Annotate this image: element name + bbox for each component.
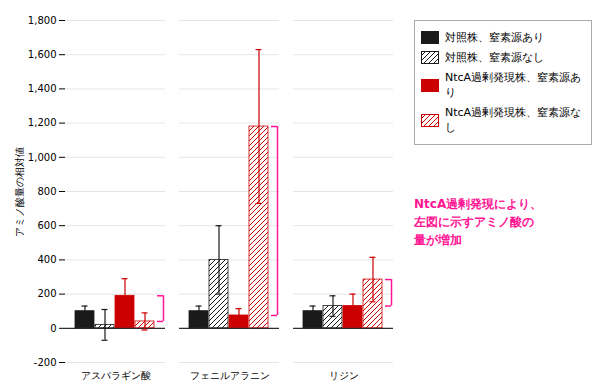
svg-text:600: 600 <box>37 220 56 231</box>
html-text:NtcA過剰発現株、窒素源なし: NtcA過剰発現株、窒素源なし <box>445 106 582 134</box>
html-text:対照株、窒素源なし: 対照株、窒素源なし <box>445 51 544 64</box>
svg-text:1,200: 1,200 <box>28 117 57 128</box>
svg-text:1,800: 1,800 <box>28 15 57 26</box>
svg-text:フェニルアラニン: フェニルアラニン <box>190 370 270 381</box>
html-text:対照株、窒素源あり: 対照株、窒素源あり <box>445 31 544 44</box>
svg-text:リジン: リジン <box>329 370 359 381</box>
svg-text:-200: -200 <box>34 357 57 368</box>
svg-text:400: 400 <box>37 254 56 265</box>
svg-text:1,000: 1,000 <box>28 152 57 163</box>
svg-text:1,600: 1,600 <box>28 49 57 60</box>
svg-text:200: 200 <box>37 288 56 299</box>
html-text:NtcA過剰発現株、窒素源あり: NtcA過剰発現株、窒素源あり <box>445 71 582 99</box>
svg-text:アミノ酸量の相対値: アミノ酸量の相対値 <box>14 147 25 237</box>
html-text:NtcA過剰発現により、 左図に示すアミノ酸の 量が増加: NtcA過剰発現により、 左図に示すアミノ酸の 量が増加 <box>414 197 543 247</box>
svg-text:0: 0 <box>50 323 56 334</box>
svg-text:アスパラギン酸: アスパラギン酸 <box>81 370 151 381</box>
svg-text:1,400: 1,400 <box>28 83 57 94</box>
svg-text:800: 800 <box>37 186 56 197</box>
